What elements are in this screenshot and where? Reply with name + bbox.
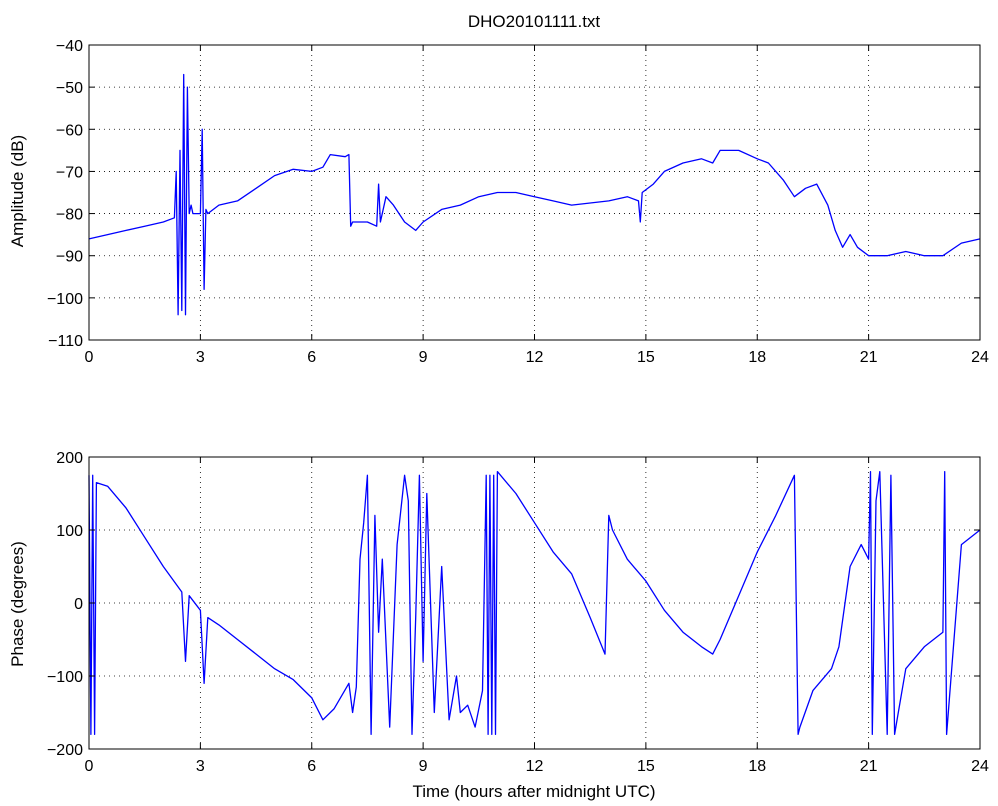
phase-x-tick-label: 0 [85, 758, 94, 775]
phase-y-tick-label: −100 [47, 669, 83, 686]
amplitude-y-tick-label: −50 [56, 80, 83, 97]
amplitude-x-tick-label: 18 [748, 349, 766, 366]
phase-x-tick-label: 15 [637, 758, 655, 775]
amplitude-x-tick-label: 21 [860, 349, 878, 366]
amplitude-x-tick-label: 12 [526, 349, 544, 366]
amplitude-x-tick-label: 9 [419, 349, 428, 366]
phase-x-tick-label: 6 [307, 758, 316, 775]
phase-y-tick-label: −200 [47, 742, 83, 759]
phase-y-tick-label: 0 [74, 596, 83, 613]
amplitude-y-tick-label: −80 [56, 207, 83, 224]
amplitude-ticks: 0 3 6 9 12 15 18 21 24 −40 −50 −60 −70 −80 −90 −100 −110 [47, 38, 989, 366]
phase-x-tick-label: 3 [196, 758, 205, 775]
chart-title: DHO20101111.txt [468, 12, 601, 31]
amplitude-y-tick-label: −70 [56, 164, 83, 181]
amplitude-y-tick-label: −90 [56, 249, 83, 266]
amplitude-y-tick-label: −110 [48, 333, 83, 350]
amplitude-y-axis-label: Amplitude (dB) [8, 135, 27, 247]
phase-x-tick-label: 12 [526, 758, 544, 775]
phase-y-axis-label: Phase (degrees) [8, 541, 27, 667]
phase-x-axis-label: Time (hours after midnight UTC) [412, 782, 655, 801]
phase-series [88, 470, 981, 736]
amplitude-series [88, 73, 981, 316]
amplitude-y-tick-label: −40 [56, 38, 83, 55]
amplitude-x-tick-label: 6 [307, 349, 316, 366]
phase-line [88, 470, 981, 736]
phase-panel: Time (hours after midnight UTC) Phase (d… [8, 450, 989, 801]
phase-grid [89, 457, 980, 749]
phase-y-tick-label: 100 [56, 523, 83, 540]
amplitude-line [88, 73, 981, 316]
phase-y-tick-label: 200 [56, 450, 83, 467]
amplitude-x-tick-label: 0 [85, 349, 94, 366]
phase-x-tick-label: 24 [971, 758, 989, 775]
phase-x-tick-label: 18 [748, 758, 766, 775]
amplitude-x-tick-label: 15 [637, 349, 655, 366]
amplitude-panel: DHO20101111.txt Amplitude (dB) 0 3 6 9 12 15 1… [8, 12, 989, 366]
phase-x-tick-label: 9 [419, 758, 428, 775]
amplitude-grid [89, 45, 980, 340]
amplitude-x-tick-label: 24 [971, 349, 989, 366]
amplitude-x-tick-label: 3 [196, 349, 205, 366]
phase-x-tick-label: 21 [860, 758, 878, 775]
amplitude-y-tick-label: −100 [47, 291, 83, 308]
phase-ticks: 0 3 6 9 12 15 18 21 24 200 100 0 −100 −200 [47, 450, 989, 775]
amplitude-y-tick-label: −60 [56, 122, 83, 139]
